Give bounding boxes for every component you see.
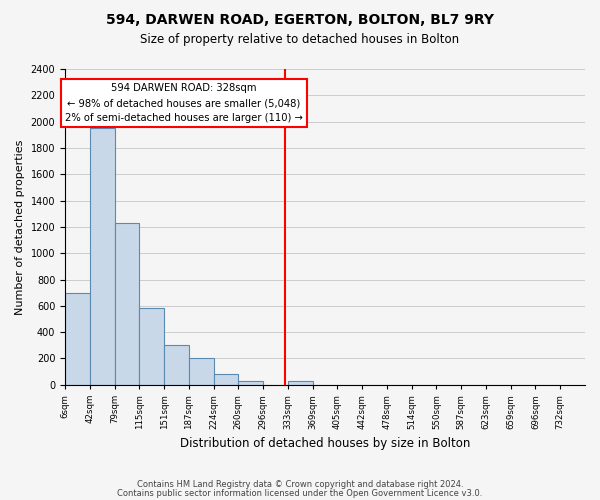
Bar xyxy=(214,374,238,385)
Bar xyxy=(238,381,263,385)
Bar xyxy=(65,292,90,385)
Text: Size of property relative to detached houses in Bolton: Size of property relative to detached ho… xyxy=(140,32,460,46)
Text: Contains HM Land Registry data © Crown copyright and database right 2024.: Contains HM Land Registry data © Crown c… xyxy=(137,480,463,489)
Text: 594, DARWEN ROAD, EGERTON, BOLTON, BL7 9RY: 594, DARWEN ROAD, EGERTON, BOLTON, BL7 9… xyxy=(106,12,494,26)
Bar xyxy=(164,346,189,385)
Y-axis label: Number of detached properties: Number of detached properties xyxy=(15,139,25,314)
Bar xyxy=(115,223,139,385)
X-axis label: Distribution of detached houses by size in Bolton: Distribution of detached houses by size … xyxy=(180,437,470,450)
Bar xyxy=(139,308,164,385)
Text: Contains public sector information licensed under the Open Government Licence v3: Contains public sector information licen… xyxy=(118,488,482,498)
Text: 594 DARWEN ROAD: 328sqm
← 98% of detached houses are smaller (5,048)
2% of semi-: 594 DARWEN ROAD: 328sqm ← 98% of detache… xyxy=(65,84,303,123)
Bar xyxy=(189,358,214,385)
Bar xyxy=(90,128,115,385)
Bar xyxy=(288,381,313,385)
